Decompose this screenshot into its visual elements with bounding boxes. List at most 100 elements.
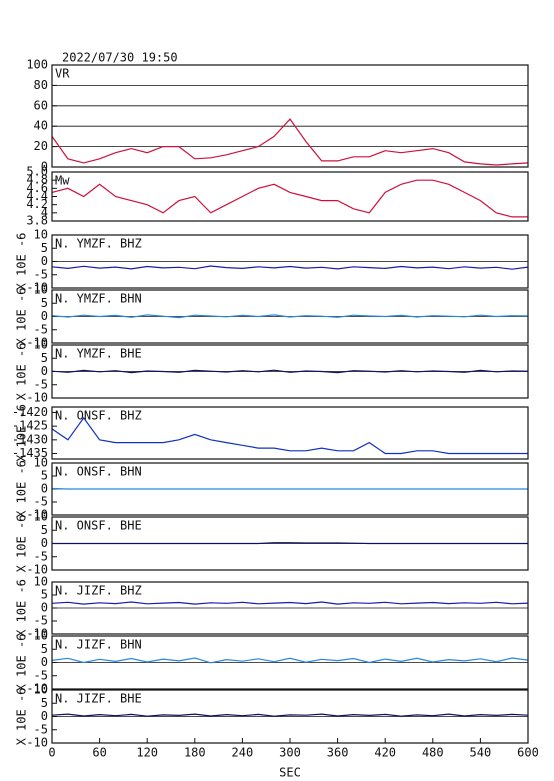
y-tick-label: 10: [34, 228, 48, 242]
panel-frame: [51, 406, 529, 460]
waveform-line: [51, 118, 529, 166]
panel-label: N. ONSF. BHE: [55, 519, 142, 533]
y-tick-label: 10: [34, 456, 48, 470]
x-axis-label: SEC: [279, 766, 301, 780]
y-tick-label: -1430: [12, 432, 48, 446]
y-tick-label: 0: [41, 364, 48, 378]
waveform-line: [51, 179, 528, 218]
y-axis-label: X 10E -6: [15, 343, 29, 401]
y-tick-label: -5: [34, 322, 48, 336]
panel-frame: [51, 289, 529, 344]
y-tick-label: 100: [26, 58, 48, 72]
panel-label: N. ONSF. BHZ: [55, 409, 142, 423]
y-tick-label: -10: [26, 281, 48, 295]
y-axis-label: X 10E -6: [15, 233, 29, 291]
y-tick-label: 5: [41, 523, 48, 537]
y-tick-label: 40: [34, 119, 48, 133]
panel-frame: [51, 581, 529, 635]
panel-label: Mw: [55, 174, 70, 188]
y-tick-label: 5: [41, 642, 48, 656]
waveform-line: [51, 657, 529, 664]
panel-frame: [51, 234, 529, 289]
y-axis-label: X 10E -6: [15, 579, 29, 637]
waveform-line: [51, 713, 529, 717]
y-tick-label: -1420: [12, 405, 48, 419]
y-tick-label: -5: [34, 549, 48, 563]
x-tick-label: 300: [279, 746, 301, 760]
x-tick-label: 480: [422, 746, 444, 760]
y-tick-label: -5: [34, 668, 48, 682]
y-tick-label: 3.8: [26, 214, 48, 228]
panel-frame: [51, 171, 529, 222]
y-axis-label: X 10E -6: [15, 404, 29, 462]
x-tick-label: 120: [136, 746, 158, 760]
y-axis-label: X 10E -6: [15, 460, 29, 518]
y-tick-label: 4.6: [26, 181, 48, 195]
y-tick-label: 5: [41, 588, 48, 602]
y-tick-label: -10: [26, 563, 48, 577]
y-tick-label: 0: [41, 160, 48, 174]
y-tick-label: 10: [34, 629, 48, 643]
waveform-line: [51, 314, 529, 319]
y-tick-label: -10: [26, 682, 48, 696]
y-axis-label: X 10E -6: [15, 688, 29, 746]
y-tick-label: 10: [34, 683, 48, 697]
y-tick-label: 0: [41, 536, 48, 550]
y-tick-label: 4.4: [26, 189, 48, 203]
y-axis-label: X 10E -6: [15, 634, 29, 692]
y-tick-label: 0: [41, 482, 48, 496]
y-tick-label: -5: [34, 267, 48, 281]
y-tick-label: 20: [34, 139, 48, 153]
waveform-line: [51, 601, 529, 605]
panel-label: N. YMZF. BHZ: [55, 237, 142, 251]
y-tick-label: 0: [41, 655, 48, 669]
y-tick-label: -1435: [12, 446, 48, 460]
panel-frame: [51, 462, 529, 516]
y-tick-label: 0: [41, 601, 48, 615]
y-tick-label: 4: [41, 205, 48, 219]
waveform-line: [51, 416, 528, 455]
y-tick-label: -5: [34, 614, 48, 628]
y-tick-label: 0: [41, 254, 48, 268]
panel-label: N. JIZF. BHN: [55, 638, 142, 652]
x-tick-label: 360: [327, 746, 349, 760]
panel-frame: [51, 635, 529, 690]
y-tick-label: 5: [41, 696, 48, 710]
y-tick-label: 5: [41, 351, 48, 365]
y-tick-label: 5.0: [26, 165, 48, 179]
panel-label: N. YMZF. BHN: [55, 292, 142, 306]
x-tick-label: 420: [374, 746, 396, 760]
y-tick-label: -5: [34, 495, 48, 509]
chart-title: 2022/07/30 19:50: [62, 51, 178, 65]
x-tick-label: 600: [517, 746, 539, 760]
panel-frame: [51, 64, 529, 168]
panel-label: N. JIZF. BHZ: [55, 584, 142, 598]
panel-label: N. YMZF. BHE: [55, 347, 142, 361]
y-tick-label: -10: [26, 508, 48, 522]
x-tick-label: 540: [470, 746, 492, 760]
y-axis-label: X 10E -6: [15, 288, 29, 346]
y-tick-label: 10: [34, 283, 48, 297]
y-tick-label: -10: [26, 736, 48, 750]
y-tick-label: 10: [34, 575, 48, 589]
y-tick-label: -10: [26, 627, 48, 641]
y-tick-label: 0: [41, 709, 48, 723]
panel-frame: [51, 344, 529, 399]
y-tick-label: 5: [41, 241, 48, 255]
waveform-line: [51, 265, 529, 270]
x-tick-label: 60: [92, 746, 106, 760]
y-tick-label: -5: [34, 377, 48, 391]
y-tick-label: -5: [34, 722, 48, 736]
waveform-line: [51, 487, 528, 490]
y-axis-label: X 10E -6: [15, 515, 29, 573]
panel-label: N. ONSF. BHN: [55, 465, 142, 479]
panel-label: N. JIZF. BHE: [55, 692, 142, 706]
y-tick-label: -1425: [12, 419, 48, 433]
waveform-line: [51, 369, 529, 374]
y-tick-label: 4.8: [26, 173, 48, 187]
x-tick-label: 180: [184, 746, 206, 760]
y-tick-label: 5: [41, 469, 48, 483]
panel-label: VR: [55, 67, 70, 81]
y-tick-label: 4.2: [26, 197, 48, 211]
y-tick-label: 60: [34, 98, 48, 112]
